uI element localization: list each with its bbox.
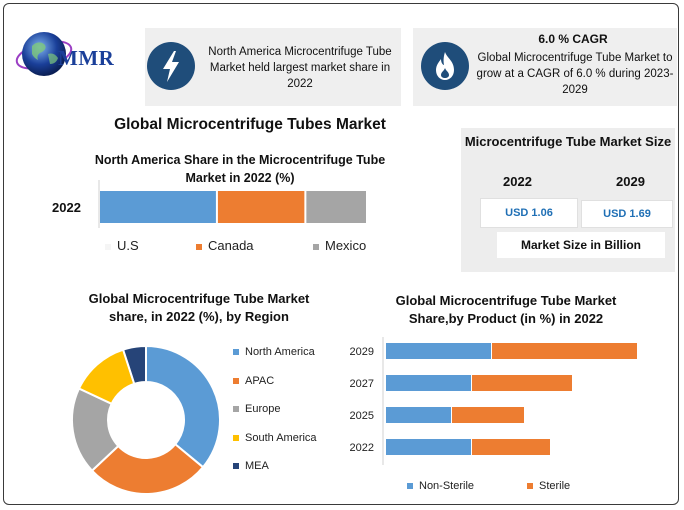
donut-slice-north-america [145, 344, 221, 469]
legend-north-america: North America [233, 346, 315, 358]
legend-label: APAC [245, 374, 275, 387]
product-bar-non-sterile [386, 407, 451, 423]
value-2029: USD 1.69 [581, 200, 673, 228]
legend-mexico: Mexico [313, 238, 366, 253]
mmr-logo: MMR [14, 24, 136, 90]
info1-text: North America Microcentrifuge Tube Marke… [208, 46, 392, 90]
legend-sterile: Sterile [527, 480, 570, 492]
legend-label: MEA [245, 460, 269, 472]
product-bar-non-sterile [386, 343, 491, 359]
product-bar-sterile [452, 407, 524, 423]
na-bar-segment-us [100, 191, 216, 223]
lightning-icon [147, 42, 195, 90]
globe-icon [15, 32, 73, 76]
info-box-cagr: 6.0 % CAGR Global Microcentrifuge Tube M… [413, 28, 677, 106]
legend-mea: MEA [233, 460, 269, 472]
value-2022: USD 1.06 [480, 198, 578, 228]
legend-canada-label: Canada [208, 238, 254, 253]
legend-sterile-label: Sterile [539, 480, 571, 492]
na-bar-segment-canada [217, 191, 305, 223]
logo-text: MMR [58, 46, 115, 70]
product-year-label: 2022 [350, 442, 374, 454]
na-bar-category-label: 2022 [52, 200, 81, 215]
product-share-title: Global Microcentrifuge Tube Market Share… [395, 293, 617, 326]
legend-label: North America [245, 346, 315, 358]
product-year-label: 2025 [350, 410, 374, 422]
product-share-chart: 2029 2027 2025 2022 [350, 337, 637, 465]
legend-label: Europe [245, 403, 281, 415]
info-box-largest-share: North America Microcentrifuge Tube Marke… [145, 28, 401, 106]
legend-canada: Canada [196, 238, 254, 253]
year-2029-label: 2029 [616, 174, 645, 189]
na-bar-segment-mexico [306, 191, 366, 223]
region-share-title: Global Microcentrifuge Tube Market share… [88, 291, 310, 324]
product-bar-non-sterile [386, 375, 471, 391]
region-donut-chart [71, 344, 221, 495]
product-bar-sterile [492, 343, 637, 359]
product-year-label: 2029 [350, 346, 374, 358]
legend-us: U.S [105, 238, 139, 253]
market-size-title: Microcentrifuge Tube Market Size [464, 134, 672, 149]
market-size-unit-label: Market Size in Billion [497, 232, 665, 258]
product-year-label: 2027 [350, 378, 374, 390]
product-bar-sterile [472, 375, 572, 391]
product-bar-sterile [472, 439, 550, 455]
donut-slice-apac [90, 442, 205, 495]
na-share-chart [98, 180, 366, 228]
legend-mexico-label: Mexico [325, 238, 367, 253]
legend-apac: APAC [233, 375, 274, 387]
infographic-frame [3, 3, 679, 505]
info2-text: Global Microcentrifuge Tube Market to gr… [476, 52, 674, 96]
year-2022-label: 2022 [503, 174, 532, 189]
legend-non-sterile-label: Non-Sterile [419, 480, 475, 492]
cagr-title: 6.0 % CAGR [538, 32, 608, 46]
legend-europe: Europe [233, 403, 280, 415]
legend-south-america: South America [233, 432, 317, 444]
legend-label: South America [245, 431, 317, 444]
flame-icon [421, 42, 469, 90]
product-bar-non-sterile [386, 439, 471, 455]
market-size-panel: Microcentrifuge Tube Market Size 2022 20… [461, 128, 675, 272]
legend-non-sterile: Non-Sterile [407, 480, 474, 492]
legend-us-label: U.S [117, 238, 139, 253]
donut-slice-mea [121, 344, 147, 386]
na-share-title: North America Share in the Microcentrifu… [94, 153, 386, 185]
main-title: Global Microcentrifuge Tubes Market [114, 116, 386, 133]
